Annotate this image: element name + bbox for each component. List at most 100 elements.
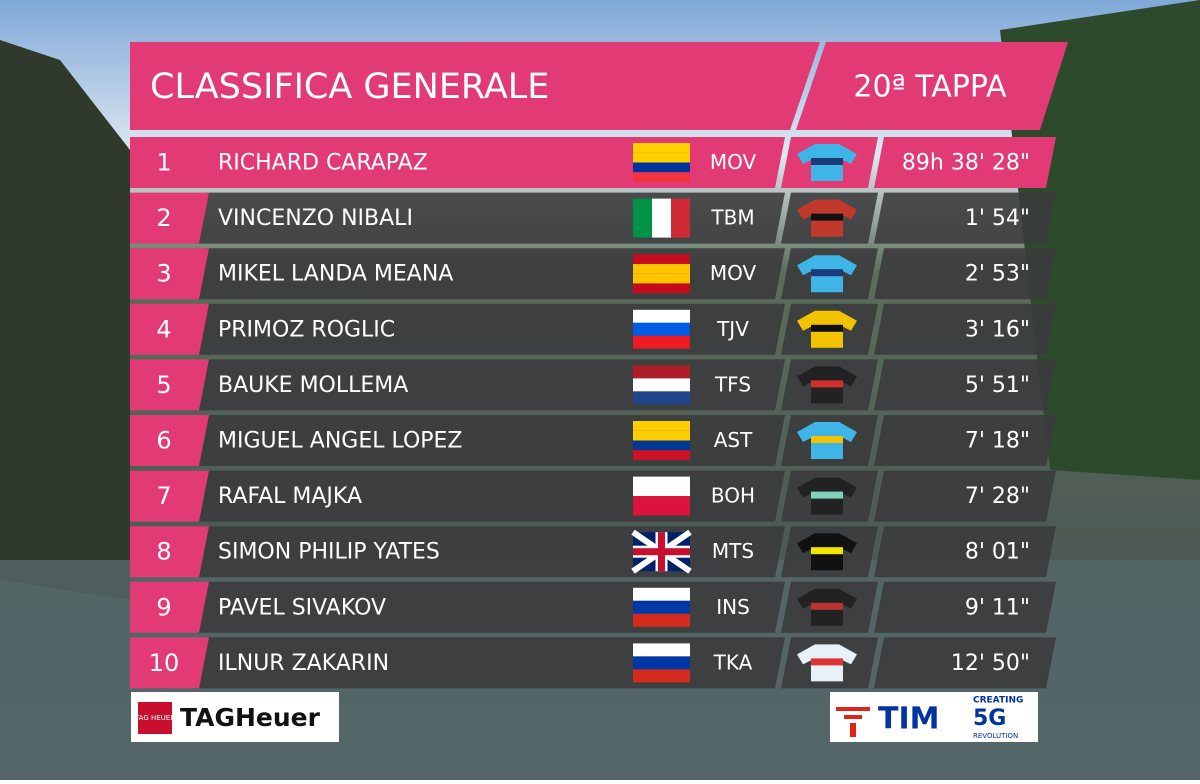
jersey-stripe (811, 324, 843, 332)
time: 5' 51" (965, 373, 1030, 398)
rank: 1 (156, 149, 171, 177)
jersey-stripe (811, 158, 843, 165)
rank: 9 (156, 593, 171, 621)
sponsor-right-big: 5G (973, 706, 1006, 731)
flag (633, 421, 690, 431)
rider-name: MIKEL LANDA MEANA (218, 262, 453, 287)
flag (633, 430, 690, 441)
flag (633, 587, 690, 601)
team-code: INS (716, 595, 750, 619)
rider-name: RICHARD CARAPAZ (218, 151, 428, 176)
flag (633, 273, 690, 284)
flag (633, 283, 690, 294)
rank-band (130, 359, 209, 411)
rank: 7 (156, 482, 171, 510)
jersey-stripe (811, 269, 843, 277)
team-code: TFS (714, 372, 751, 396)
time-band (874, 637, 1056, 689)
time-band (874, 359, 1056, 411)
flag (633, 254, 690, 264)
flag (633, 378, 690, 392)
time: 1' 54" (965, 206, 1030, 231)
time: 7' 28" (965, 484, 1030, 509)
sponsor-badge-text: TAG HEUER (134, 714, 175, 722)
rider-name: ILNUR ZAKARIN (218, 651, 389, 676)
jersey-stripe (811, 491, 843, 499)
header-bar (130, 42, 820, 130)
time-band (874, 303, 1056, 355)
rank-band (130, 470, 209, 522)
rank: 8 (156, 538, 171, 566)
flag (633, 450, 690, 460)
team-code: AST (714, 428, 753, 452)
mountain-left (0, 40, 130, 600)
rank: 5 (156, 371, 171, 399)
rank-band (130, 303, 209, 355)
time-band (874, 581, 1056, 633)
time-band (874, 248, 1056, 300)
rider-name: VINCENZO NIBALI (218, 206, 413, 231)
header-stage: 20ª TAPPA (853, 70, 1007, 105)
flag (633, 322, 690, 336)
sponsor-badge (138, 702, 172, 734)
jersey-stripe (811, 658, 843, 666)
flag (633, 600, 690, 614)
rank-band (130, 526, 209, 578)
time: 12' 50" (951, 651, 1030, 676)
flag (633, 496, 690, 516)
time-band (874, 192, 1056, 244)
rider-name: PAVEL SIVAKOV (218, 595, 386, 620)
time: 7' 18" (965, 429, 1030, 454)
flag (633, 669, 690, 683)
tim-logo (836, 707, 870, 711)
sponsor-right-box (830, 692, 1038, 742)
flag (633, 152, 690, 163)
flag (633, 162, 690, 173)
time: 3' 16" (965, 317, 1030, 342)
sponsor-left: TAGHeuer (180, 703, 321, 732)
rank: 6 (156, 427, 171, 455)
rank: 3 (156, 260, 171, 288)
sponsor-right: TIM (878, 702, 939, 737)
rank: 2 (156, 204, 171, 232)
team-code: MTS (712, 539, 754, 563)
time-band (874, 137, 1056, 188)
flag (652, 198, 671, 238)
rank-band (130, 637, 209, 689)
rider-name: BAUKE MOLLEMA (218, 373, 408, 398)
sponsor-right-top: CREATING (973, 696, 1023, 706)
flag (633, 309, 690, 323)
team-code: BOH (711, 484, 755, 508)
rank-band (130, 192, 209, 244)
rider-name: RAFAL MAJKA (218, 484, 362, 509)
flag (633, 440, 690, 451)
rank-band (130, 581, 209, 633)
rider-name: PRIMOZ ROGLIC (218, 317, 395, 342)
flag (633, 613, 690, 627)
time: 2' 53" (965, 262, 1030, 287)
sponsor-right-bottom: REVOLUTION (973, 732, 1018, 740)
jersey-stripe (811, 602, 843, 610)
flag (633, 476, 690, 497)
tim-logo (844, 715, 862, 719)
time-band (874, 415, 1056, 466)
rank: 10 (149, 649, 180, 677)
time: 8' 01" (965, 540, 1030, 565)
flag (671, 198, 690, 238)
jersey-stripe (811, 436, 843, 443)
time-band (874, 526, 1056, 578)
team-code: TKA (713, 650, 753, 674)
team-code: MOV (710, 150, 757, 174)
flag (633, 643, 690, 657)
team-code: MOV (710, 261, 757, 285)
rank-band (130, 415, 209, 466)
rank-band (130, 248, 209, 300)
jersey-stripe (811, 547, 843, 555)
rank-band (130, 137, 209, 188)
flag (633, 263, 690, 274)
rider-name: MIGUEL ANGEL LOPEZ (218, 429, 463, 454)
stage-bar (796, 42, 1068, 130)
flag (633, 335, 690, 349)
time-band (874, 470, 1056, 522)
